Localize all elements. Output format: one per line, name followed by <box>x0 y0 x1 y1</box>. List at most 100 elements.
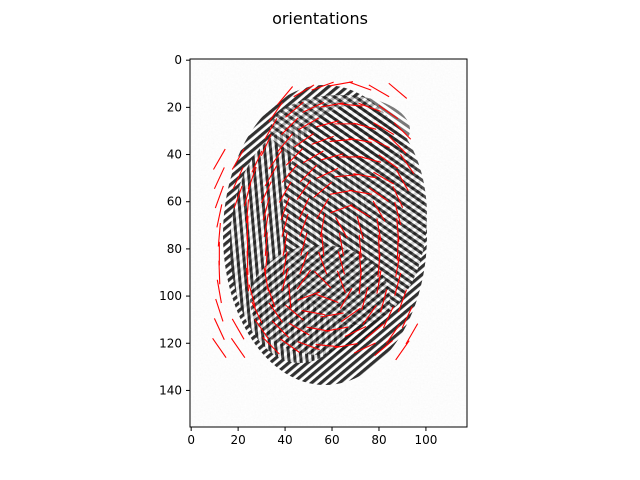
y-tick-label: 120 <box>159 336 182 350</box>
orientation-line <box>340 307 361 323</box>
x-tick-label: 20 <box>230 433 245 447</box>
fingerprint-image <box>190 59 467 427</box>
orientation-line <box>372 200 386 222</box>
orientation-line <box>330 204 353 214</box>
orientation-line <box>246 251 249 275</box>
orientation-line <box>285 101 304 118</box>
orientation-line <box>316 198 329 220</box>
orientation-line <box>311 135 334 145</box>
orientation-line <box>297 341 320 351</box>
orientation-line <box>277 86 294 105</box>
orientation-line <box>364 323 384 340</box>
orientation-line <box>264 165 278 187</box>
orientation-line <box>218 260 221 285</box>
orientation-line <box>306 326 330 332</box>
orientation-line <box>396 237 399 261</box>
orientation-line <box>251 150 263 173</box>
orientation-line <box>248 284 256 308</box>
orientation-line <box>281 117 299 135</box>
orientation-line <box>396 169 409 191</box>
orientation-line <box>397 289 407 313</box>
orientation-line <box>301 310 325 316</box>
orientation-line <box>325 326 349 332</box>
orientation-line <box>245 267 250 292</box>
orientation-line <box>369 187 389 202</box>
orientation-line <box>334 174 358 178</box>
orientation-line <box>373 171 395 185</box>
orientation-line <box>373 122 395 135</box>
orientation-line <box>299 214 309 237</box>
x-tick-label: 80 <box>371 433 386 447</box>
orientation-line <box>374 339 394 356</box>
orientation-line <box>316 167 339 179</box>
orientation-line <box>318 251 328 275</box>
orientation-line <box>216 279 222 304</box>
orientation-line <box>262 336 280 355</box>
orientation-line <box>401 306 413 329</box>
orientation-line <box>212 148 226 170</box>
orientation-line <box>378 154 399 169</box>
orientation-line <box>263 213 269 238</box>
orientation-line <box>354 342 376 354</box>
y-tick-label: 80 <box>167 242 182 256</box>
orientation-line <box>266 284 276 308</box>
orientation-line <box>334 343 358 349</box>
orientation-line <box>313 270 332 289</box>
orientation-line <box>300 232 308 256</box>
orientation-line <box>268 102 283 123</box>
orientation-line <box>358 270 362 294</box>
orientation-line <box>316 293 339 303</box>
orientation-line <box>378 104 399 120</box>
axes-frame <box>189 58 468 428</box>
orientation-line <box>264 118 278 140</box>
orientation-line <box>233 185 243 209</box>
orientation-line <box>278 181 292 203</box>
orientation-line <box>358 155 382 163</box>
orientation-line <box>231 148 245 170</box>
orientation-line <box>288 322 310 336</box>
orientation-line <box>389 136 407 154</box>
orientation-line <box>268 302 283 323</box>
orientation-line <box>212 337 227 358</box>
orientation-line <box>260 181 272 204</box>
orientation-line <box>232 167 244 190</box>
orientation-line <box>268 149 283 170</box>
y-tick-label: 140 <box>159 383 182 397</box>
orientation-line <box>262 197 270 221</box>
x-tick-label: 100 <box>414 433 437 447</box>
orientation-line <box>335 217 348 239</box>
orientation-line <box>245 199 250 223</box>
orientation-line <box>395 253 401 278</box>
orientation-line <box>376 218 382 242</box>
orientation-line <box>285 148 304 166</box>
orientation-line <box>392 186 404 208</box>
orientation-line <box>348 81 372 91</box>
fingerprint-ridges <box>223 85 427 385</box>
orientation-line <box>320 312 344 318</box>
orientation-line <box>293 133 314 148</box>
orientation-line <box>358 234 362 259</box>
orientation-line <box>385 323 401 344</box>
orientation-line <box>288 284 292 308</box>
orientation-line <box>281 213 289 237</box>
orientation-line <box>277 133 294 153</box>
orientation-line <box>339 103 363 107</box>
orientation-line <box>213 167 225 190</box>
orientation-line <box>353 173 377 179</box>
orientation-line <box>394 201 402 226</box>
orientation-line <box>362 304 377 325</box>
y-tick-label: 0 <box>174 53 182 67</box>
orientation-line <box>353 122 377 130</box>
orientation-line <box>356 216 364 240</box>
orientation-line <box>336 270 346 294</box>
orientation-line <box>320 153 344 161</box>
orientation-line <box>299 164 318 183</box>
orientation-line <box>285 304 304 321</box>
orientation-line <box>243 183 252 207</box>
orientation-line <box>338 232 344 256</box>
orientation-line <box>302 101 325 113</box>
orientation-line <box>293 84 315 98</box>
orientation-line <box>299 251 309 275</box>
orientation-line <box>282 232 288 256</box>
orientation-line <box>393 122 412 140</box>
